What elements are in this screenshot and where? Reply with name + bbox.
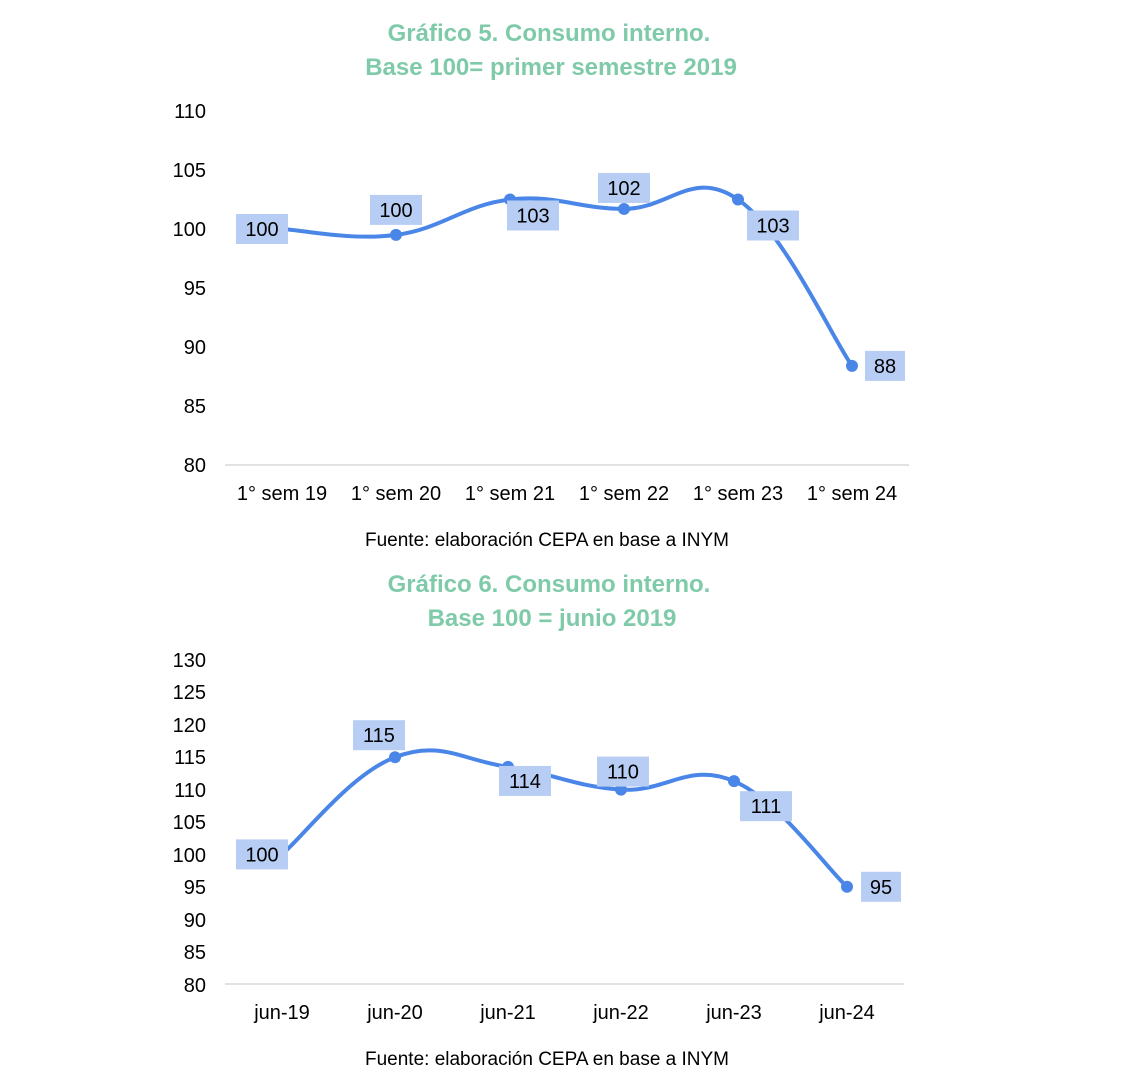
chart-5-x-tick: 1° sem 19 [237, 483, 327, 505]
chart-5-point [618, 202, 630, 215]
chart-6-y-tick: 110 [174, 780, 206, 802]
data-label-text: 88 [874, 356, 896, 378]
chart-5-data-label: 88 [865, 350, 905, 381]
chart-5-x-tick: 1° sem 23 [693, 483, 783, 505]
chart-6-y-tick: 90 [184, 910, 206, 932]
chart-5-y-axis: 110 105 100 95 90 85 80 [173, 101, 206, 477]
data-label-background [598, 172, 650, 203]
chart-5-data-labels: 100 100 103 102 103 88 [236, 172, 905, 381]
chart-6-y-tick: 120 [173, 715, 206, 737]
chart-5-y-tick: 110 [174, 101, 206, 123]
chart-6-data-label: 111 [740, 791, 792, 822]
chart-6-y-tick: 95 [184, 877, 206, 899]
chart-5-y-tick: 80 [184, 455, 206, 477]
chart-6-y-tick: 85 [184, 942, 206, 964]
data-label-text: 114 [509, 771, 541, 793]
data-label-background [370, 194, 422, 225]
chart-6-y-tick: 100 [173, 845, 206, 867]
data-label-text: 103 [756, 216, 789, 238]
chart-6-title-line1: Gráfico 6. Consumo interno. [388, 571, 711, 598]
chart-6-point [841, 880, 853, 893]
chart-5-source: Fuente: elaboración CEPA en base a INYM [365, 530, 729, 551]
chart-6-data-labels: 100 115 114 110 111 95 [236, 720, 901, 902]
data-label-text: 100 [245, 844, 278, 866]
data-label-background [353, 720, 405, 751]
chart-6-x-tick: jun-20 [366, 1002, 423, 1024]
chart-5-data-label: 100 [236, 214, 288, 244]
chart-5-x-tick: 1° sem 20 [351, 483, 441, 505]
chart-6-title-line2: Base 100 = junio 2019 [428, 605, 677, 632]
chart-5-y-tick: 95 [184, 278, 206, 300]
data-label-background [747, 210, 799, 241]
chart-5-data-label: 103 [507, 200, 559, 231]
chart-6-x-axis: jun-19 jun-20 jun-21 jun-22 jun-23 jun-2… [253, 1002, 875, 1024]
data-label-background [236, 214, 288, 244]
chart-5-data-label: 102 [598, 172, 650, 203]
chart-5-x-tick: 1° sem 24 [807, 483, 897, 505]
chart-6-x-tick: jun-19 [253, 1002, 310, 1024]
data-label-text: 110 [607, 762, 639, 784]
chart-5-x-axis: 1° sem 19 1° sem 20 1° sem 21 1° sem 22 … [237, 483, 897, 505]
data-label-text: 111 [751, 796, 781, 818]
chart-5-title-line2: Base 100= primer semestre 2019 [365, 54, 737, 81]
chart-6-data-label: 110 [597, 756, 649, 787]
chart-6-y-tick: 80 [184, 975, 206, 997]
chart-5-y-tick: 90 [184, 337, 206, 359]
chart-6-y-tick: 115 [174, 747, 206, 769]
chart-5-y-tick: 105 [173, 160, 206, 182]
chart-6-y-tick: 125 [173, 682, 206, 704]
chart-5-point [846, 359, 858, 372]
chart-6-x-tick: jun-24 [818, 1002, 875, 1024]
data-label-text: 100 [379, 200, 412, 222]
data-label-background [865, 350, 905, 381]
chart-5-point [390, 228, 402, 241]
data-label-text: 95 [870, 877, 892, 899]
chart-5-y-tick: 85 [184, 396, 206, 418]
chart-5-y-tick: 100 [173, 219, 206, 241]
chart-6-x-tick: jun-21 [479, 1002, 536, 1024]
chart-5-x-tick: 1° sem 21 [465, 483, 555, 505]
chart-6-points [276, 751, 853, 893]
chart-6-point [389, 751, 401, 764]
data-label-text: 102 [607, 178, 640, 200]
chart-6-data-label: 115 [353, 720, 405, 751]
chart-6-data-label: 100 [236, 839, 288, 870]
chart-6-data-label: 95 [861, 871, 901, 902]
chart-5: Gráfico 5. Consumo interno. Base 100= pr… [173, 20, 909, 551]
data-label-text: 115 [363, 725, 395, 747]
chart-6-data-label: 114 [499, 765, 551, 796]
chart-6-y-tick: 105 [173, 812, 206, 834]
chart-5-title-line1: Gráfico 5. Consumo interno. [388, 20, 711, 47]
chart-5-data-label: 100 [370, 194, 422, 225]
chart-6-x-tick: jun-22 [592, 1002, 649, 1024]
chart-5-x-tick: 1° sem 22 [579, 483, 669, 505]
chart-6-point [728, 775, 740, 788]
chart-6: Gráfico 6. Consumo interno. Base 100 = j… [173, 571, 904, 1070]
chart-6-y-tick: 130 [173, 650, 206, 672]
data-label-background [236, 839, 288, 870]
chart-6-x-tick: jun-23 [705, 1002, 762, 1024]
chart-6-source: Fuente: elaboración CEPA en base a INYM [365, 1049, 729, 1070]
chart-6-y-axis: 130 125 120 115 110 105 100 95 90 85 80 [173, 650, 206, 997]
data-label-background [740, 791, 792, 822]
data-label-text: 100 [245, 219, 278, 241]
data-label-background [597, 756, 649, 787]
data-label-background [507, 200, 559, 231]
chart-5-point [732, 193, 744, 206]
data-label-text: 103 [516, 206, 549, 228]
chart-5-data-label: 103 [747, 210, 799, 241]
data-label-background [861, 871, 901, 902]
data-label-background [499, 765, 551, 796]
